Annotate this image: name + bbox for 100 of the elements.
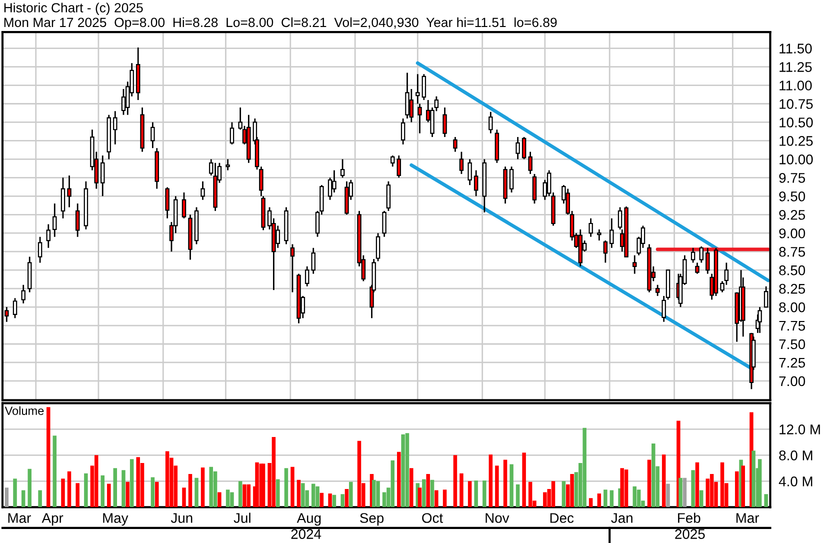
bar — [442, 490, 447, 508]
candlestick — [290, 244, 295, 293]
candlestick — [532, 173, 537, 204]
candlestick — [386, 180, 391, 212]
x-tick-label: Jun — [170, 513, 192, 523]
text: 2024 — [291, 529, 322, 539]
bar — [410, 468, 414, 508]
bar — [230, 492, 234, 508]
candlestick — [60, 176, 66, 220]
x-tick-label: Mar — [736, 513, 760, 523]
y-tick-label: 8.0 M — [779, 450, 812, 460]
bar — [376, 481, 380, 508]
bar — [474, 480, 478, 508]
bar — [695, 462, 700, 508]
candlestick — [113, 110, 118, 146]
candlestick — [690, 247, 696, 264]
candlestick — [100, 154, 105, 197]
bar — [290, 466, 294, 508]
bar — [422, 479, 426, 508]
bar — [284, 468, 288, 508]
bar — [340, 494, 344, 508]
bar — [349, 482, 353, 508]
bar — [741, 466, 745, 508]
candlestick — [405, 72, 410, 120]
bar — [405, 433, 410, 508]
bar — [272, 436, 276, 508]
bar — [503, 460, 508, 508]
bar — [84, 473, 88, 508]
candlestick — [474, 170, 478, 197]
y-tick-label: 10.25 — [780, 136, 813, 146]
bar — [752, 450, 756, 508]
y-tick-label: 10.50 — [780, 118, 813, 128]
chart-title: Volume — [4, 406, 44, 415]
bar — [13, 478, 17, 508]
bar — [94, 455, 98, 508]
candlestick — [46, 224, 51, 249]
bar — [218, 492, 222, 508]
candlestick — [75, 202, 80, 238]
bar — [516, 484, 520, 508]
candlestick — [376, 232, 380, 262]
bar — [597, 494, 602, 508]
bar — [301, 483, 305, 508]
bar — [357, 440, 362, 508]
bar — [522, 452, 526, 508]
bar — [764, 494, 768, 508]
bar — [238, 481, 242, 508]
candlestick — [522, 136, 526, 160]
candlestick — [12, 297, 18, 319]
bar — [194, 478, 198, 508]
bar — [720, 462, 724, 508]
bar — [61, 478, 65, 508]
y-tick-label: 9.25 — [779, 210, 806, 220]
bar — [434, 490, 438, 508]
candlestick — [422, 73, 426, 101]
y-tick-label: 9.50 — [779, 191, 806, 202]
bar — [620, 468, 624, 508]
bar — [130, 459, 134, 508]
candlestick — [588, 218, 593, 238]
bar — [320, 492, 324, 508]
bar — [316, 486, 320, 508]
bar — [136, 457, 140, 508]
bar — [390, 460, 394, 508]
bar — [734, 471, 739, 508]
bar — [453, 455, 458, 508]
candlestick — [340, 158, 345, 178]
bar — [468, 481, 472, 508]
bar — [758, 459, 762, 508]
y-tick-label: 8.00 — [779, 302, 806, 312]
candlestick — [695, 262, 700, 274]
bar — [570, 474, 574, 508]
bar — [150, 477, 155, 508]
bar — [610, 490, 614, 508]
x-tick-label: Sep — [360, 513, 384, 526]
bar — [100, 475, 105, 508]
bar — [418, 488, 422, 508]
bar — [691, 470, 695, 508]
candlestick — [304, 266, 310, 288]
candlestick — [311, 247, 316, 274]
candlestick — [418, 103, 422, 134]
y-tick-label: 4.0 M — [778, 476, 812, 486]
y-tick-label: 8.25 — [779, 284, 806, 294]
candlestick — [52, 202, 57, 238]
bar — [652, 443, 656, 508]
bar — [344, 488, 349, 508]
bar — [126, 482, 130, 508]
candlestick — [459, 151, 464, 175]
y-tick-label: 10.75 — [780, 99, 813, 109]
bar — [662, 454, 666, 508]
candlestick — [442, 106, 447, 138]
bar — [154, 482, 159, 508]
y-tick-label: 11.25 — [780, 62, 812, 72]
y-tick-label: 11.50 — [780, 44, 812, 54]
x-tick-label: Jul — [234, 512, 250, 523]
x-tick-label: Mar — [8, 513, 31, 523]
y-tick-label: 7.50 — [779, 339, 806, 350]
y-tick-label: 11.00 — [780, 80, 812, 90]
candlestick — [67, 174, 72, 208]
candlestick — [230, 122, 234, 146]
bar — [624, 469, 628, 508]
bar — [76, 483, 80, 508]
